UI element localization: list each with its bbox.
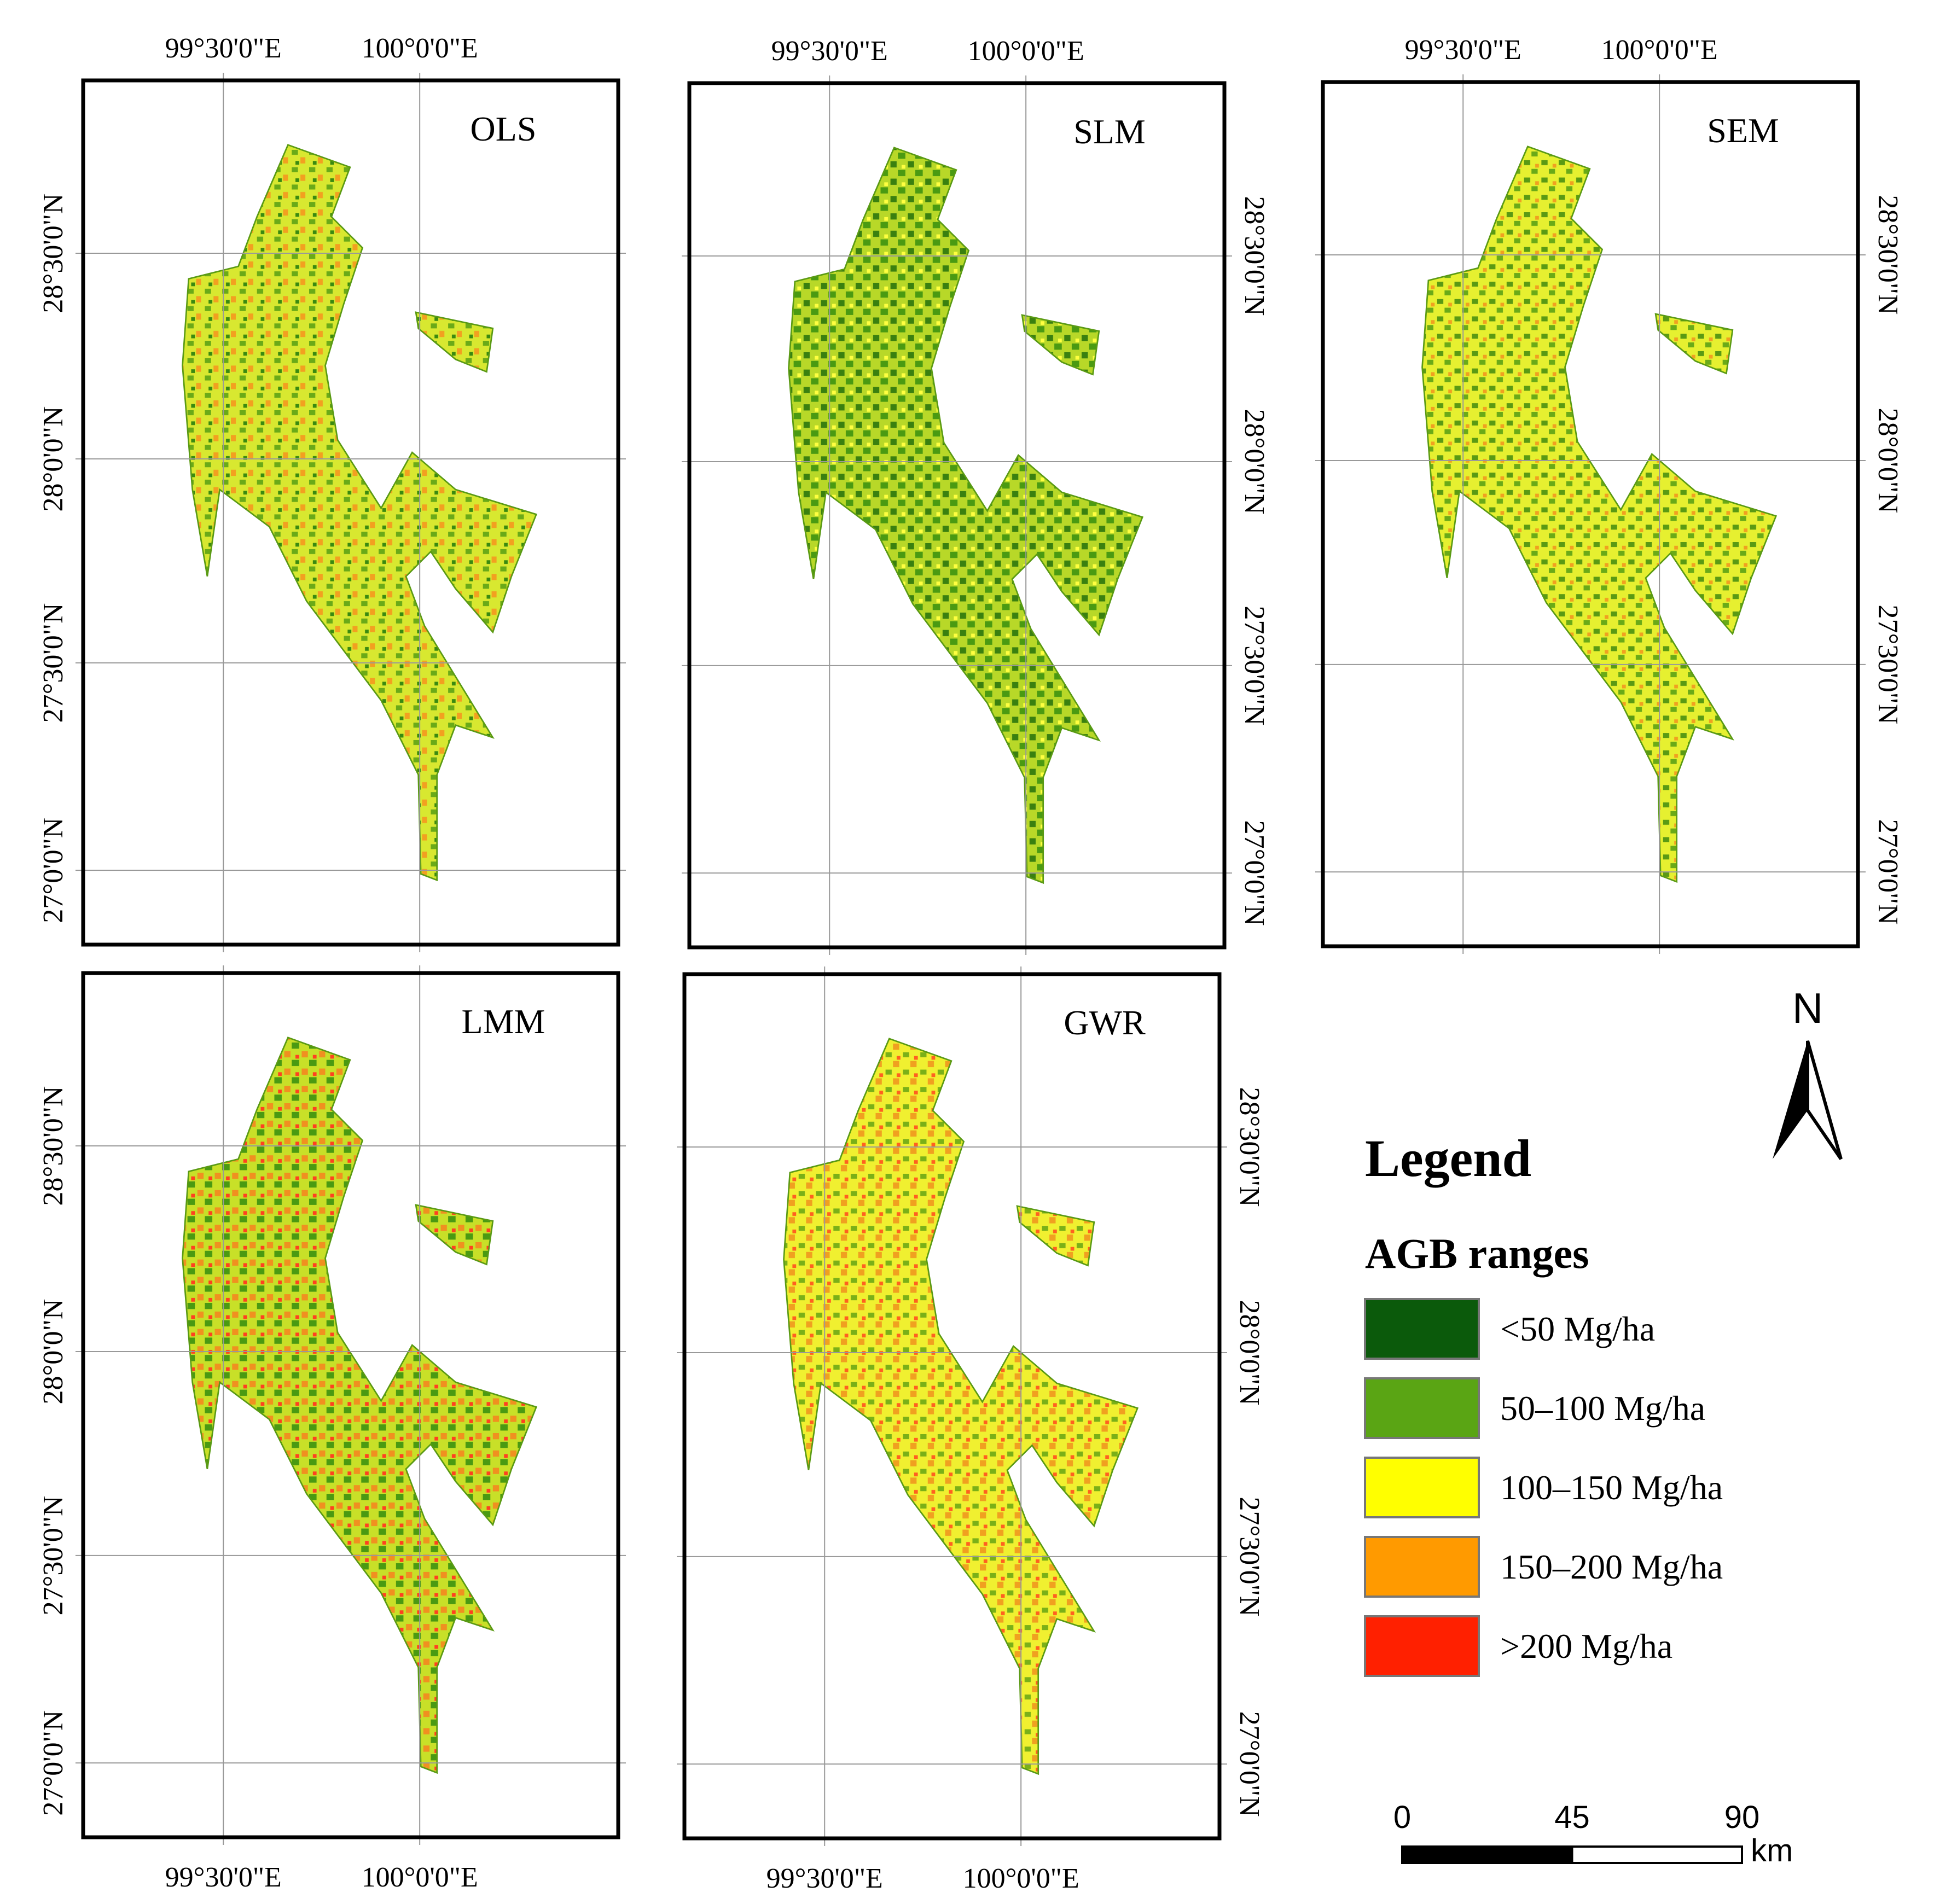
lat-label: 28°0'0"N — [1239, 409, 1270, 515]
map-panel: SLM 99°30'0"E 100°0'0"E 28°30'0"N 28°0'0"N 27… — [682, 36, 1270, 955]
legend: Legend AGB ranges <50 Mg/ha 50–100 Mg/ha 1… — [1364, 1129, 1723, 1677]
lat-label: 28°30'0"N — [1239, 196, 1270, 316]
map-panel: LMM 99°30'0"E 100°0'0"E 28°30'0"N 28°0'0"N 27… — [38, 965, 626, 1893]
lat-label: 27°30'0"N — [1234, 1497, 1265, 1616]
lat-label: 27°0'0"N — [38, 1710, 69, 1816]
lon-label: 100°0'0"E — [963, 1863, 1079, 1894]
panel-border — [1321, 80, 1860, 948]
lat-label: 28°30'0"N — [1234, 1087, 1265, 1207]
legend-swatch — [1364, 1615, 1480, 1677]
legend-swatch — [1364, 1377, 1480, 1439]
legend-items: <50 Mg/ha 50–100 Mg/ha 100–150 Mg/ha 150–20… — [1364, 1298, 1723, 1677]
panel-border — [81, 78, 620, 947]
legend-swatch — [1364, 1298, 1480, 1360]
map-panel: OLS 99°30'0"E 100°0'0"E 28°30'0"N 28°0'0"N 27… — [38, 33, 626, 952]
scale-bar: km 0 45 90 — [1393, 1800, 1793, 1868]
lon-label: 99°30'0"E — [766, 1863, 883, 1894]
arrow-right — [1806, 1040, 1843, 1160]
lon-label: 100°0'0"E — [968, 36, 1084, 67]
legend-swatch — [1364, 1536, 1480, 1598]
lat-label: 28°0'0"N — [38, 1299, 69, 1405]
lon-label: 99°30'0"E — [165, 1862, 282, 1893]
panel-title: SLM — [1073, 112, 1146, 151]
lat-label: 28°0'0"N — [1872, 408, 1903, 514]
lat-label: 28°0'0"N — [38, 406, 69, 512]
scale-tick-label: 0 — [1393, 1800, 1411, 1835]
legend-label: 100–150 Mg/ha — [1500, 1468, 1723, 1507]
lon-label: 100°0'0"E — [362, 1862, 478, 1893]
lon-label: 99°30'0"E — [771, 36, 888, 67]
lat-label: 28°30'0"N — [1872, 195, 1903, 315]
panel-title: LMM — [462, 1002, 545, 1041]
map-panel: SEM 99°30'0"E 100°0'0"E 28°30'0"N 28°0'0"N 27… — [1315, 34, 1903, 954]
arrow-left — [1773, 1041, 1808, 1159]
lat-label: 27°30'0"N — [38, 603, 69, 723]
lat-label: 27°30'0"N — [1239, 605, 1270, 725]
lon-label: 99°30'0"E — [165, 33, 282, 64]
map-panel: GWR 99°30'0"E 100°0'0"E 28°30'0"N 28°0'0"N 27… — [677, 966, 1265, 1894]
panel-border — [687, 81, 1227, 950]
legend-title: Legend — [1365, 1129, 1531, 1187]
legend-swatch — [1364, 1457, 1480, 1518]
lat-label: 27°0'0"N — [1234, 1711, 1265, 1817]
legend-subtitle: AGB ranges — [1365, 1230, 1589, 1277]
north-label: N — [1792, 984, 1823, 1032]
panel-title: SEM — [1707, 111, 1779, 150]
lat-label: 28°30'0"N — [38, 1086, 69, 1206]
scale-unit: km — [1751, 1833, 1793, 1868]
panel-border — [682, 972, 1222, 1841]
lat-label: 28°30'0"N — [38, 194, 69, 313]
legend-label: >200 Mg/ha — [1500, 1627, 1672, 1666]
legend-label: <50 Mg/ha — [1500, 1309, 1655, 1348]
lon-label: 99°30'0"E — [1405, 34, 1521, 66]
panel-title: GWR — [1064, 1003, 1146, 1042]
legend-label: 150–200 Mg/ha — [1500, 1547, 1723, 1586]
scale-tick-label: 45 — [1554, 1800, 1590, 1835]
lat-label: 27°0'0"N — [1872, 819, 1903, 925]
lat-label: 27°0'0"N — [1239, 820, 1270, 926]
lat-label: 27°0'0"N — [38, 818, 69, 923]
panel-title: OLS — [471, 109, 537, 148]
panel-border — [81, 971, 620, 1839]
legend-label: 50–100 Mg/ha — [1500, 1389, 1705, 1428]
lat-label: 28°0'0"N — [1234, 1300, 1265, 1406]
north-arrow: N — [1773, 984, 1843, 1160]
scale-segment — [1571, 1845, 1743, 1864]
lon-label: 100°0'0"E — [1601, 34, 1718, 66]
lat-label: 27°30'0"N — [38, 1495, 69, 1615]
lat-label: 27°30'0"N — [1872, 604, 1903, 724]
scale-segment — [1401, 1845, 1573, 1864]
scale-tick-label: 90 — [1724, 1800, 1760, 1835]
lon-label: 100°0'0"E — [362, 33, 478, 64]
